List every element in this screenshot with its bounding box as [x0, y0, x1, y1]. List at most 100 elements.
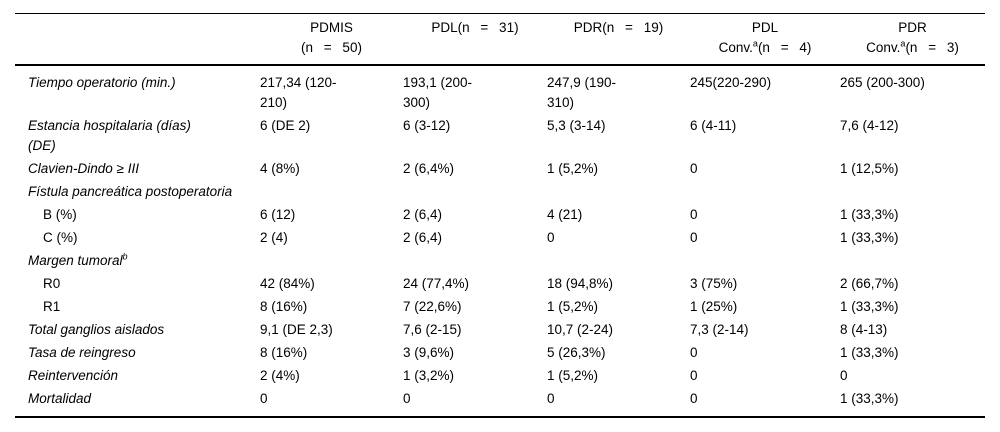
table-row: B (%) 6 (12) 2 (6,4) 4 (21) 0 1 (33,3%) [15, 204, 985, 227]
data-cell: 3 (9,6%) [403, 345, 455, 360]
data-cell: 3 (75%) [690, 276, 738, 291]
data-cell: 6 (DE 2) [260, 118, 311, 133]
header-empty-cell [15, 13, 260, 66]
row-label: Estancia hospitalaria (días) (DE) [28, 118, 191, 153]
table-body: Tiempo operatorio (min.) 217,34 (120- 210… [15, 65, 985, 418]
surgical-outcomes-table: PDMIS (n = 50) PDL(n = 31) PDR(n = 19) P… [15, 13, 985, 418]
data-cell: 5,3 (3-14) [547, 118, 606, 133]
data-cell: 7 (22,6%) [403, 299, 462, 314]
col-header-pdl-conv: PDL Conv.a(n = 4) [690, 13, 840, 66]
col-header-pdmis: PDMIS (n = 50) [260, 13, 403, 66]
data-cell: 8 (4-13) [840, 322, 888, 337]
row-label: Margen tumoralb [28, 251, 128, 268]
data-cell: 0 [547, 387, 690, 418]
data-cell [840, 181, 985, 204]
table-row: Fístula pancreática postoperatoria [15, 181, 985, 204]
data-cell: 1 (33,3%) [840, 299, 899, 314]
col-header-line2: (n = 50) [301, 40, 362, 55]
data-cell: 7,6 (2-15) [403, 322, 462, 337]
data-cell [547, 250, 690, 273]
data-cell: 0 [690, 161, 698, 176]
row-label: Tiempo operatorio (min.) [28, 75, 176, 90]
data-cell: 1 (12,5%) [840, 161, 899, 176]
row-label: Reintervención [28, 368, 119, 383]
data-cell: 5 (26,3%) [547, 345, 606, 360]
table-row: Tasa de reingreso 8 (16%) 3 (9,6%) 5 (26,3%… [15, 342, 985, 365]
table-row: Tiempo operatorio (min.) 217,34 (120- 210… [15, 65, 985, 115]
footnote-marker-b: b [122, 251, 128, 262]
row-label: R1 [43, 299, 61, 314]
data-cell: 2 (4%) [260, 368, 300, 383]
data-cell: 42 (84%) [260, 276, 315, 291]
table-row: Margen tumoralb [15, 250, 985, 273]
row-label: Fístula pancreática postoperatoria [28, 184, 233, 199]
data-cell: 4 (8%) [260, 161, 300, 176]
row-label: Tasa de reingreso [28, 345, 136, 360]
data-cell [403, 250, 547, 273]
table-row: R0 42 (84%) 24 (77,4%) 18 (94,8%) 3 (75%) 2 (… [15, 273, 985, 296]
table-row: Mortalidad 0 0 0 0 1 (33,3%) [15, 387, 985, 418]
data-cell: 0 [690, 387, 840, 418]
data-cell: 0 [690, 345, 698, 360]
data-cell [690, 250, 840, 273]
row-label: R0 [43, 276, 61, 291]
data-cell: 2 (66,7%) [840, 276, 899, 291]
data-cell: 0 [690, 230, 698, 245]
col-header-line1: PDMIS [310, 20, 353, 35]
data-cell [690, 181, 840, 204]
data-cell: 217,34 (120- 210) [260, 75, 337, 110]
row-label: Total ganglios aislados [28, 322, 165, 337]
data-cell: 8 (16%) [260, 299, 308, 314]
data-cell: 0 [260, 387, 403, 418]
data-cell: 8 (16%) [260, 345, 308, 360]
data-cell: 245(220-290) [690, 75, 772, 90]
data-cell [547, 181, 690, 204]
table-row: Total ganglios aislados 9,1 (DE 2,3) 7,6 (… [15, 319, 985, 342]
data-cell: 10,7 (2-24) [547, 322, 614, 337]
table-row: Estancia hospitalaria (días) (DE) 6 (DE 2… [15, 115, 985, 158]
row-label: Mortalidad [15, 387, 260, 418]
data-cell: 0 [690, 207, 698, 222]
data-cell [403, 181, 547, 204]
data-cell: 0 [403, 387, 547, 418]
data-cell: 0 [690, 368, 698, 383]
col-header-line1: PDR [898, 20, 927, 35]
col-header-line1: PDL(n = 31) [431, 20, 519, 35]
table-row: C (%) 2 (4) 2 (6,4) 0 0 1 (33,3%) [15, 227, 985, 250]
data-cell: 1 (33,3%) [840, 207, 899, 222]
data-cell: 7,6 (4-12) [840, 118, 899, 133]
data-cell: 1 (33,3%) [840, 230, 899, 245]
data-cell: 2 (6,4) [403, 230, 443, 245]
data-cell: 0 [840, 368, 848, 383]
data-cell: 2 (6,4) [403, 207, 443, 222]
col-header-line1: PDR(n = 19) [573, 20, 664, 35]
row-label: C (%) [43, 230, 78, 245]
data-cell [260, 181, 403, 204]
data-cell [260, 250, 403, 273]
data-cell: 1 (33,3%) [840, 345, 899, 360]
data-cell: 6 (12) [260, 207, 296, 222]
data-cell: 0 [547, 230, 555, 245]
table-row: R1 8 (16%) 7 (22,6%) 1 (5,2%) 1 (25%) 1 (33,3… [15, 296, 985, 319]
data-cell: 2 (4) [260, 230, 288, 245]
table-row: Reintervención 2 (4%) 1 (3,2%) 1 (5,2%) 0 0 [15, 365, 985, 388]
data-cell: 1 (5,2%) [547, 368, 599, 383]
footnote-marker-a: a [900, 38, 906, 49]
col-header-line1: PDL [751, 20, 779, 35]
data-cell: 18 (94,8%) [547, 276, 614, 291]
data-cell: 1 (5,2%) [547, 299, 599, 314]
col-header-line2: Conv.a(n = 3) [866, 38, 959, 55]
col-header-pdr: PDR(n = 19) [547, 13, 690, 66]
col-header-pdl: PDL(n = 31) [403, 13, 547, 66]
data-cell: 6 (4-11) [690, 118, 737, 133]
row-label: Clavien-Dindo ≥ III [28, 161, 139, 176]
data-cell: 4 (21) [547, 207, 583, 222]
data-cell [840, 250, 985, 273]
col-header-pdr-conv: PDR Conv.a(n = 3) [840, 13, 985, 66]
data-cell: 6 (3-12) [403, 118, 451, 133]
row-label: B (%) [43, 207, 77, 222]
data-cell: 7,3 (2-14) [690, 322, 749, 337]
data-cell: 9,1 (DE 2,3) [260, 322, 333, 337]
data-cell: 1 (33,3%) [840, 387, 985, 418]
